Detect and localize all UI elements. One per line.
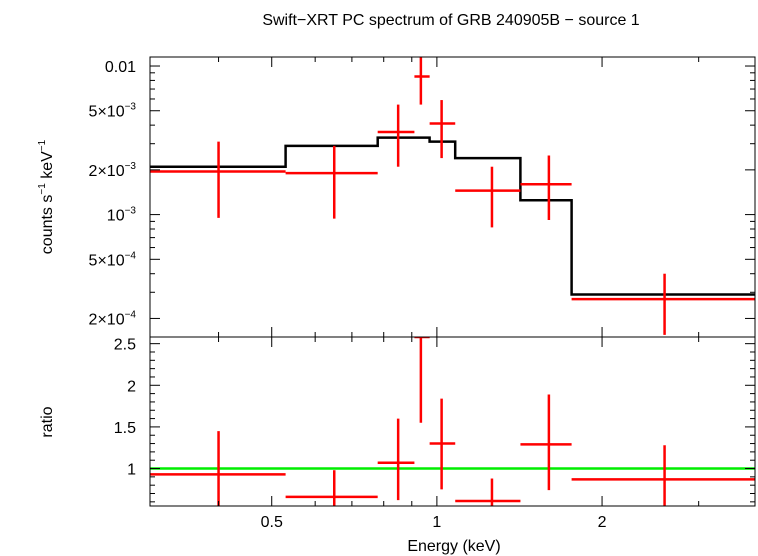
spectrum-point-2 <box>285 145 378 219</box>
x-tick-labels: 0.5 1 2 <box>261 514 607 531</box>
ratio-point-1 <box>150 431 286 506</box>
ratio-y-tick-label: 1.5 <box>114 420 136 437</box>
spectrum-y-tick-label: 10−3 <box>107 206 137 225</box>
spectrum-point-6 <box>455 166 521 228</box>
model-step-line <box>150 136 755 296</box>
spectrum-point-3 <box>377 104 415 167</box>
chart-title: Swift−XRT PC spectrum of GRB 240905B − s… <box>262 12 639 29</box>
spectrum-y-tick-label: 5×10−4 <box>89 250 137 269</box>
spectrum-point-5 <box>429 100 456 159</box>
x-axis-label: Energy (keV) <box>407 538 500 555</box>
spectrum-y-tick-label: 5×10−3 <box>89 102 137 121</box>
ratio-y-tick-label: 2 <box>127 378 136 395</box>
x-tick-label: 2 <box>598 514 607 531</box>
x-tick-label: 0.5 <box>261 514 283 531</box>
spectrum-data-points <box>150 57 755 335</box>
ratio-point-2 <box>285 470 378 506</box>
spectrum-y-tick-labels: 0.01 5×10−3 2×10−3 10−3 5×10−4 2×10−4 <box>89 59 137 328</box>
x-tick-label: 1 <box>432 514 441 531</box>
spectrum-point-7 <box>520 155 572 220</box>
spectrum-y-tick-label: 2×10−4 <box>89 309 137 328</box>
spectrum-y-tick-label: 0.01 <box>105 59 136 76</box>
spectrum-y-tick-label: 2×10−3 <box>89 161 137 180</box>
ratio-point-5 <box>429 398 456 490</box>
ratio-y-tick-label: 1 <box>127 462 136 479</box>
ratio-point-6 <box>455 478 521 506</box>
plot-frame <box>149 56 756 507</box>
ratio-y-axis-label: ratio <box>39 406 56 437</box>
ratio-point-3 <box>377 418 415 501</box>
spectrum-point-4 <box>414 57 430 105</box>
ratio-y-tick-label: 2.5 <box>114 337 136 354</box>
spectrum-y-axis-label: counts s−1 keV−1 <box>37 139 56 254</box>
model-path <box>150 136 755 296</box>
spectrum-point-8 <box>571 273 755 335</box>
ratio-point-8 <box>571 445 755 506</box>
ratio-y-tick-labels: 1 1.5 2 2.5 <box>114 337 136 479</box>
spectrum-point-1 <box>150 141 286 218</box>
ratio-point-7 <box>520 394 572 491</box>
